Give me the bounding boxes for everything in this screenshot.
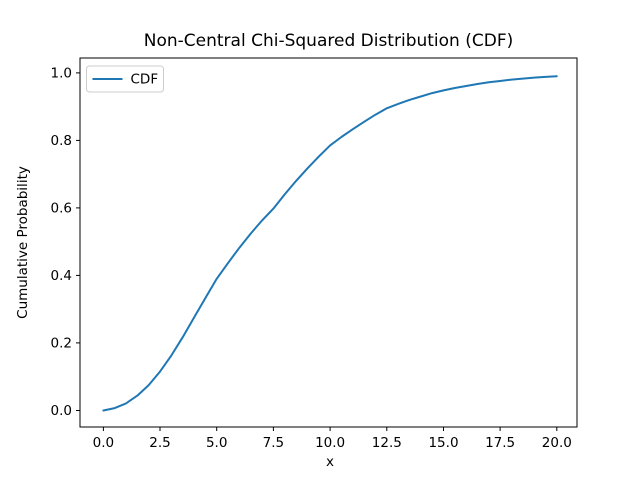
series-lines	[102, 75, 558, 412]
x-tick-label: 2.5	[149, 435, 170, 451]
y-tick-label: 0.6	[51, 201, 72, 217]
x-tick-label: 17.5	[485, 435, 515, 451]
cdf-curve	[102, 75, 558, 412]
legend-label: CDF	[131, 72, 159, 88]
legend: CDF	[86, 65, 164, 93]
y-tick-label: 1.0	[51, 66, 72, 82]
chart-title: Non-Central Chi-Squared Distribution (CD…	[144, 31, 513, 51]
y-tick-label: 0.4	[51, 268, 72, 284]
y-tick-label: 0.8	[51, 133, 72, 149]
plot-area-frame	[79, 57, 578, 428]
x-axis-label: x	[326, 454, 334, 470]
y-axis-label: Cumulative Probability	[15, 166, 31, 319]
x-tick-label: 12.5	[372, 435, 402, 451]
x-tick-label: 7.5	[263, 435, 284, 451]
x-tick-label: 15.0	[428, 435, 458, 451]
x-axis-ticks: 0.0 2.5 5.0 7.5 10.0 12.5 15.0 17.5 20.0	[93, 427, 572, 451]
y-axis-ticks: 0.0 0.2 0.4 0.6 0.8 1.0	[51, 66, 80, 419]
y-tick-label: 0.0	[51, 403, 72, 419]
x-tick-label: 5.0	[206, 435, 227, 451]
x-tick-label: 0.0	[93, 435, 114, 451]
x-tick-label: 20.0	[542, 435, 572, 451]
legend-box	[86, 65, 164, 93]
x-tick-label: 10.0	[315, 435, 345, 451]
y-tick-label: 0.2	[51, 336, 72, 352]
